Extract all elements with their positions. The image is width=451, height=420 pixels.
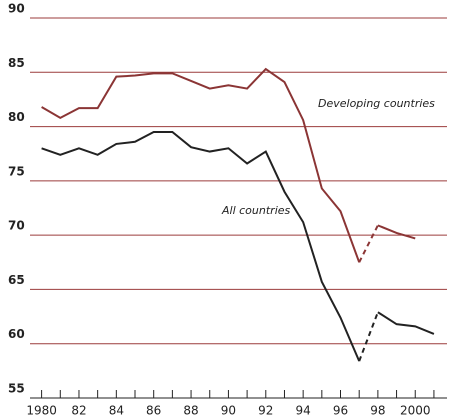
x-tick-label: 84 <box>109 404 124 417</box>
y-tick-label: 75 <box>8 164 25 178</box>
y-tick-label: 55 <box>8 382 25 396</box>
line <box>41 131 361 362</box>
line-dashed <box>358 224 379 263</box>
annotation: Developing countries <box>318 97 435 110</box>
y-tick-label: 65 <box>8 273 25 287</box>
x-tick-label: 92 <box>258 404 273 417</box>
y-tick-label: 80 <box>8 110 25 124</box>
line-dashed <box>358 311 379 362</box>
y-tick-label: 85 <box>8 56 25 70</box>
x-tick-label: 96 <box>333 404 348 417</box>
x-tick-label: 98 <box>370 404 385 417</box>
y-tick-label: 90 <box>8 2 25 16</box>
y-tick-label: 70 <box>8 219 25 233</box>
annotation: All countries <box>221 204 291 217</box>
line <box>377 311 435 335</box>
x-tick-label: 88 <box>183 404 198 417</box>
line <box>41 67 361 263</box>
x-tick-label: 2000 <box>400 404 431 417</box>
y-tick-label: 60 <box>8 327 25 341</box>
x-tick-label: 1980 <box>26 404 57 417</box>
line <box>377 224 416 240</box>
x-tick-label: 90 <box>221 404 236 417</box>
x-tick-label: 82 <box>71 404 86 417</box>
x-tick-label: 86 <box>146 404 161 417</box>
x-tick-label: 94 <box>296 404 311 417</box>
